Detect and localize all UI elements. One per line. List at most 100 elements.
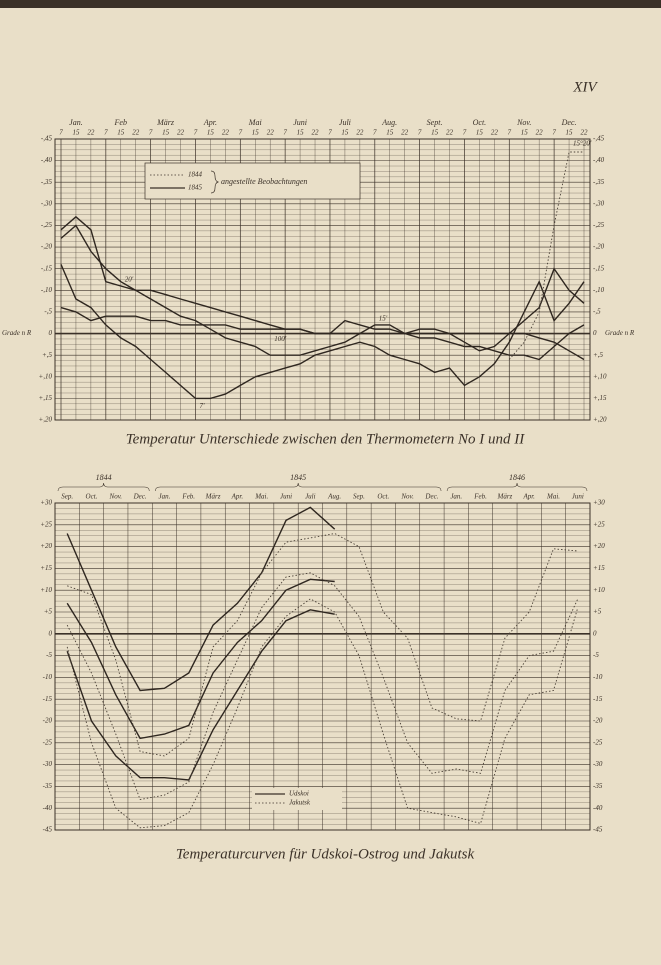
x-tick-label: 22 [491,129,499,137]
y-tick-label: -,20 [593,243,605,251]
y-tick-label: +30 [40,499,52,507]
year-label: 1844 [96,473,112,482]
x-tick-label: Mai. [546,493,560,501]
x-tick-label: 7 [104,129,108,137]
y-tick-label: +30 [593,499,605,507]
y-tick-label: -5 [46,651,52,659]
month-label: Nov. [516,118,531,127]
x-tick-label: März [496,493,512,501]
axis-label: Grade n R [605,329,635,337]
legend-box [144,162,361,200]
x-tick-label: 7 [194,129,198,137]
year-label: 1846 [509,473,525,482]
x-tick-label: Oct. [377,493,389,501]
y-tick-label: 0 [593,629,597,637]
month-label: Juli [339,118,351,127]
y-tick-label: -20 [593,717,603,725]
legend-label: 1845 [188,184,203,192]
x-tick-label: 15 [521,129,529,137]
y-tick-label: -,10 [593,286,605,294]
x-tick-label: 22 [87,129,95,137]
x-tick-label: März [205,493,221,501]
y-tick-label: +25 [593,520,605,528]
series-label: 15°20' [573,140,592,148]
year-brace [57,482,150,492]
y-tick-label: -35 [593,782,603,790]
y-tick-label: -10 [593,673,603,681]
year-label: 1845 [290,473,306,482]
y-tick-label: -,15 [41,264,53,272]
y-tick-label: -,35 [593,178,605,186]
x-tick-label: 7 [463,129,467,137]
x-tick-label: Feb. [181,493,195,501]
plate-number: XIV [572,79,598,95]
year-brace [446,482,588,492]
y-tick-label: -,35 [41,178,53,186]
y-tick-label: -,30 [593,199,605,207]
legend-label: Udskoi [289,790,309,798]
y-tick-label: -45 [43,826,53,834]
x-tick-label: Sep. [61,493,73,501]
y-tick-label: +20 [593,542,605,550]
x-tick-label: 22 [356,129,364,137]
y-tick-label: +20 [40,542,52,550]
series-line [60,264,585,400]
y-tick-label: -40 [593,804,603,812]
y-tick-label: 0 [49,629,53,637]
x-tick-label: Jan. [450,493,462,501]
series-line [66,506,336,692]
y-tick-label: -,15 [593,264,605,272]
y-tick-label: -5 [593,651,599,659]
month-label: Dec. [561,118,577,127]
y-tick-label: -,20 [41,243,53,251]
x-tick-label: 15 [431,129,439,137]
x-tick-label: 15 [117,129,125,137]
x-tick-label: Jan. [159,493,171,501]
month-label: Feb [114,118,127,127]
y-tick-label: -15 [43,695,53,703]
x-tick-label: 22 [222,129,230,137]
series-label: 15' [379,315,388,323]
x-tick-label: 15 [566,129,574,137]
x-tick-label: 22 [132,129,140,137]
month-label: Juni [293,118,307,127]
month-label: Apr. [203,118,217,127]
y-tick-label: +,20 [39,416,53,424]
series-line [67,533,578,757]
y-tick-label: -45 [593,826,603,834]
y-tick-label: -,40 [593,156,605,164]
x-tick-label: Aug. [327,493,341,501]
x-tick-label: 22 [581,129,589,137]
y-tick-label: -,40 [41,156,53,164]
series-line [60,224,585,356]
y-tick-label: +,20 [593,416,607,424]
x-tick-label: 15 [476,129,484,137]
y-tick-label: -,5 [593,308,601,316]
y-tick-label: -,45 [593,135,605,143]
year-brace [154,482,442,492]
series-line [66,598,579,829]
top-edge [0,0,661,8]
x-tick-label: 7 [418,129,422,137]
y-tick-label: +,10 [39,372,53,380]
x-tick-label: Juni [280,493,292,501]
plot-frame [54,138,591,421]
x-tick-label: 15 [386,129,394,137]
y-tick-label: -25 [593,738,603,746]
y-tick-label: +15 [593,564,605,572]
x-tick-label: 22 [446,129,454,137]
x-tick-label: 15 [297,129,305,137]
x-tick-label: Dec. [424,493,438,501]
x-tick-label: 22 [177,129,185,137]
y-tick-label: -,25 [593,221,605,229]
x-tick-label: Juni [572,493,584,501]
y-tick-label: -,25 [41,221,53,229]
x-tick-label: 22 [267,129,275,137]
legend-label: Jakutsk [289,799,311,807]
series-label: 20' [125,276,134,284]
x-tick-label: Dec. [133,493,147,501]
y-tick-label: -25 [43,738,53,746]
axis-label: Grade n R [2,329,32,337]
x-tick-label: Oct. [86,493,98,501]
y-tick-label: +,5 [42,351,52,359]
